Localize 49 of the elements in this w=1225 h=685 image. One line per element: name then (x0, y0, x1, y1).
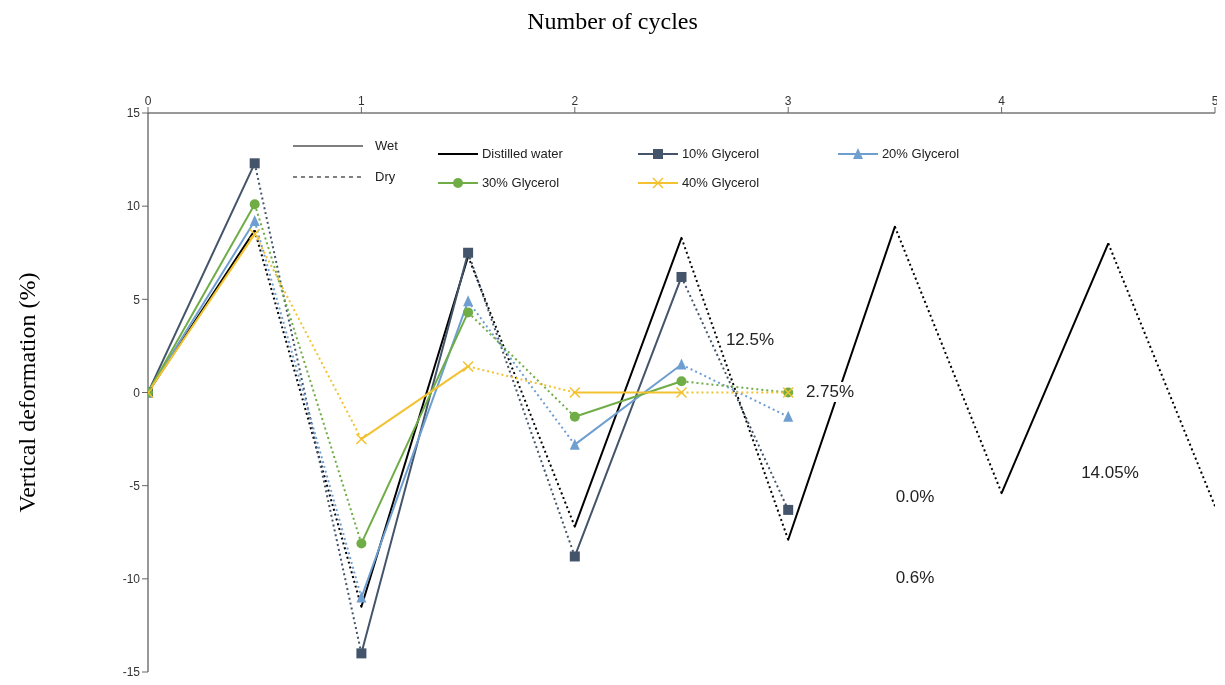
legend-label: 40% Glycerol (681, 175, 760, 190)
x-tick-label: 3 (784, 94, 792, 108)
x-tick-label: 5 (1211, 94, 1219, 108)
legend-label: 20% Glycerol (881, 146, 960, 161)
point (676, 271, 687, 282)
point (676, 376, 687, 387)
point (783, 504, 794, 515)
point (355, 433, 368, 445)
point (676, 358, 687, 370)
legend-label: 30% Glycerol (481, 175, 560, 190)
point (463, 295, 474, 307)
annotation: 14.05% (1079, 463, 1141, 483)
y-tick-label: 5 (133, 292, 141, 307)
point (569, 438, 580, 450)
x-tick-label: 0 (144, 94, 152, 108)
point (248, 228, 261, 240)
point (569, 386, 581, 399)
y-tick-label: -10 (122, 572, 141, 587)
point (249, 158, 260, 169)
legend-label: 10% Glycerol (681, 146, 760, 161)
point (249, 199, 260, 210)
point (675, 386, 688, 399)
annotation: 2.75% (803, 382, 857, 402)
point (356, 591, 367, 603)
y-tick-label: -15 (122, 665, 141, 680)
point (249, 215, 260, 227)
annotation: Wet (375, 138, 398, 153)
point (356, 538, 367, 549)
annotation: Dry (375, 169, 396, 184)
x-tick-label: 4 (998, 94, 1006, 108)
annotation: 0.0% (893, 487, 937, 507)
point (569, 551, 580, 562)
y-axis-title: Vertical deformation (%) (14, 272, 42, 513)
y-tick-label: 15 (126, 106, 141, 121)
x-tick-label: 2 (571, 94, 579, 108)
legend-label: Distilled water (481, 146, 563, 161)
y-tick-label: -5 (129, 478, 141, 493)
point (462, 360, 474, 373)
point (463, 247, 474, 258)
y-tick-label: 10 (126, 199, 141, 214)
point (783, 410, 794, 422)
x-tick-label: 1 (358, 94, 366, 108)
x-axis-title: Number of cycles (526, 8, 699, 35)
point (569, 411, 580, 422)
point (356, 648, 367, 659)
point (463, 307, 474, 318)
annotation: 12.5% (723, 330, 777, 350)
annotation: 0.6% (893, 568, 937, 588)
y-tick-label: 0 (133, 385, 141, 400)
